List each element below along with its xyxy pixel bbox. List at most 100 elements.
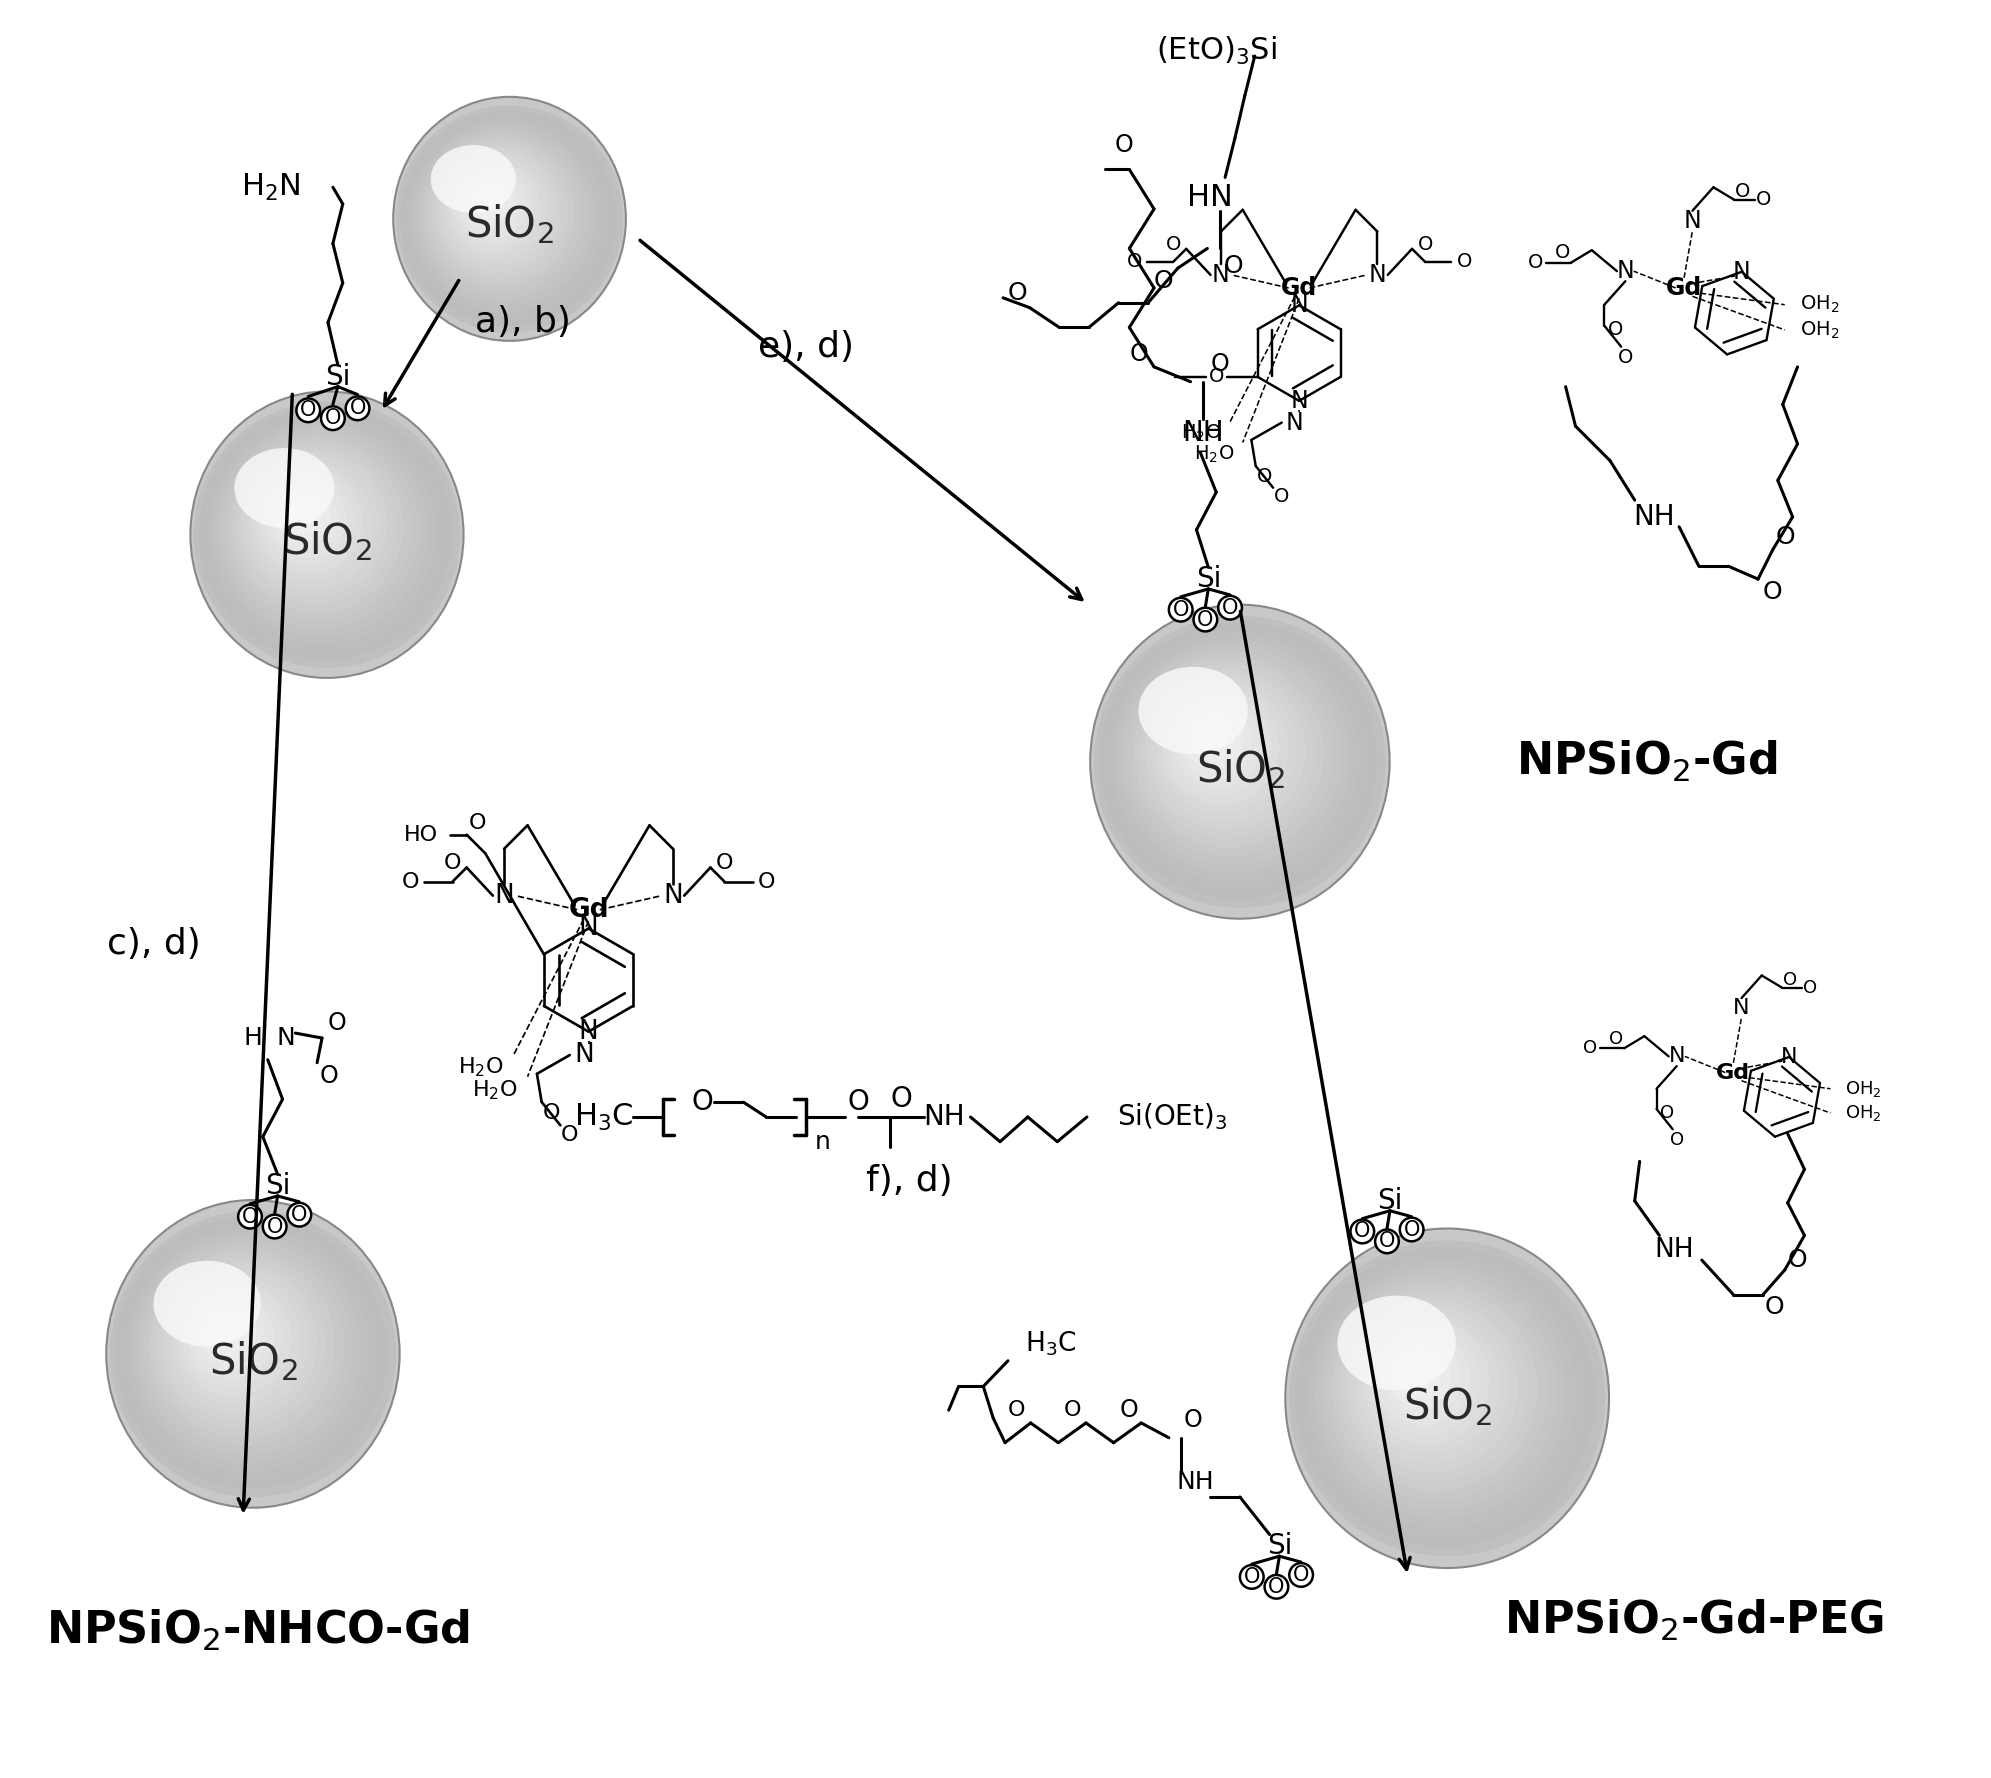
Ellipse shape [287,500,315,526]
Text: O: O [561,1125,579,1145]
Ellipse shape [193,402,460,669]
Ellipse shape [430,146,516,213]
Ellipse shape [155,1257,327,1430]
Circle shape [263,1214,287,1239]
Ellipse shape [215,423,428,637]
Ellipse shape [1388,1344,1451,1406]
Text: O: O [1734,181,1750,201]
Text: O: O [1418,235,1434,254]
Ellipse shape [277,489,331,542]
Text: H$_2$N: H$_2$N [241,172,301,203]
Text: NH: NH [924,1102,964,1131]
Text: H$_3$C: H$_3$C [573,1101,633,1133]
Text: O: O [1756,190,1772,210]
Ellipse shape [480,194,492,204]
Ellipse shape [153,1261,261,1346]
Text: O: O [542,1102,559,1124]
Ellipse shape [149,1252,334,1438]
Ellipse shape [1191,717,1234,761]
Ellipse shape [171,1275,301,1405]
Ellipse shape [1203,729,1217,743]
Ellipse shape [450,162,540,252]
Ellipse shape [215,1323,231,1337]
Text: O: O [1007,281,1027,304]
Text: O: O [1165,235,1181,254]
Circle shape [1169,597,1193,622]
Circle shape [1240,1565,1264,1590]
Text: N: N [1213,263,1230,286]
Text: OH$_2$: OH$_2$ [1846,1102,1881,1124]
Text: NH: NH [1183,420,1224,446]
Text: Gd: Gd [1280,276,1318,300]
Text: N: N [579,1019,599,1045]
Text: (EtO)$_3$Si: (EtO)$_3$Si [1157,36,1276,68]
Text: O: O [1607,320,1623,340]
Ellipse shape [110,1211,396,1497]
Text: Si: Si [1266,1533,1292,1561]
Circle shape [1264,1575,1288,1598]
Ellipse shape [231,439,404,613]
Text: O: O [1784,971,1798,989]
Text: Si: Si [265,1172,291,1200]
Ellipse shape [1151,676,1296,821]
Text: Si: Si [325,363,350,391]
Text: Gd: Gd [567,896,609,923]
Ellipse shape [165,1269,309,1412]
Text: H$_2$O: H$_2$O [458,1056,504,1079]
Text: O: O [1776,525,1796,549]
Ellipse shape [261,473,354,565]
Ellipse shape [209,418,436,644]
Ellipse shape [177,1282,291,1396]
Text: O: O [1121,1398,1139,1422]
Ellipse shape [1364,1317,1489,1444]
Text: N: N [1734,997,1750,1017]
Ellipse shape [241,450,386,597]
Text: c), d): c), d) [108,928,201,962]
Ellipse shape [211,1316,239,1344]
Text: O: O [1404,1220,1420,1239]
Text: O: O [1274,487,1290,507]
Ellipse shape [271,484,338,549]
Ellipse shape [1163,688,1278,804]
Text: O: O [1173,599,1189,621]
Text: O: O [1609,1029,1623,1047]
Text: SiO$_2$: SiO$_2$ [209,1339,297,1383]
Text: a), b): a), b) [476,306,571,340]
Ellipse shape [257,468,362,574]
Ellipse shape [1406,1364,1422,1380]
Ellipse shape [1370,1325,1479,1435]
Ellipse shape [1338,1296,1455,1390]
Text: O: O [1354,1221,1370,1241]
Ellipse shape [422,133,581,292]
Text: O: O [1617,348,1633,366]
Text: Si: Si [1378,1188,1402,1214]
Text: OH$_2$: OH$_2$ [1800,293,1840,315]
Text: O: O [715,853,733,873]
Ellipse shape [1326,1278,1547,1501]
Text: O: O [470,814,486,834]
Ellipse shape [404,114,609,318]
Ellipse shape [1302,1253,1585,1538]
Text: O: O [402,871,420,891]
Text: SiO$_2$: SiO$_2$ [466,203,553,247]
Ellipse shape [1185,711,1244,770]
Text: O: O [1222,597,1238,617]
Ellipse shape [187,1293,275,1378]
Text: NPSiO$_2$-NHCO-Gd: NPSiO$_2$-NHCO-Gd [46,1607,470,1654]
Text: O: O [325,409,340,428]
Circle shape [239,1205,263,1229]
Ellipse shape [1376,1332,1469,1426]
Ellipse shape [235,444,394,605]
Text: O: O [1155,268,1175,293]
Ellipse shape [1290,1241,1605,1556]
Ellipse shape [1308,1261,1577,1529]
Ellipse shape [191,391,464,677]
Text: N: N [573,1042,593,1069]
Text: O: O [241,1207,259,1227]
Ellipse shape [462,176,520,231]
Ellipse shape [466,180,512,226]
Ellipse shape [199,1305,257,1362]
Ellipse shape [1344,1298,1519,1472]
Text: O: O [890,1085,912,1113]
Text: O: O [1660,1104,1674,1122]
